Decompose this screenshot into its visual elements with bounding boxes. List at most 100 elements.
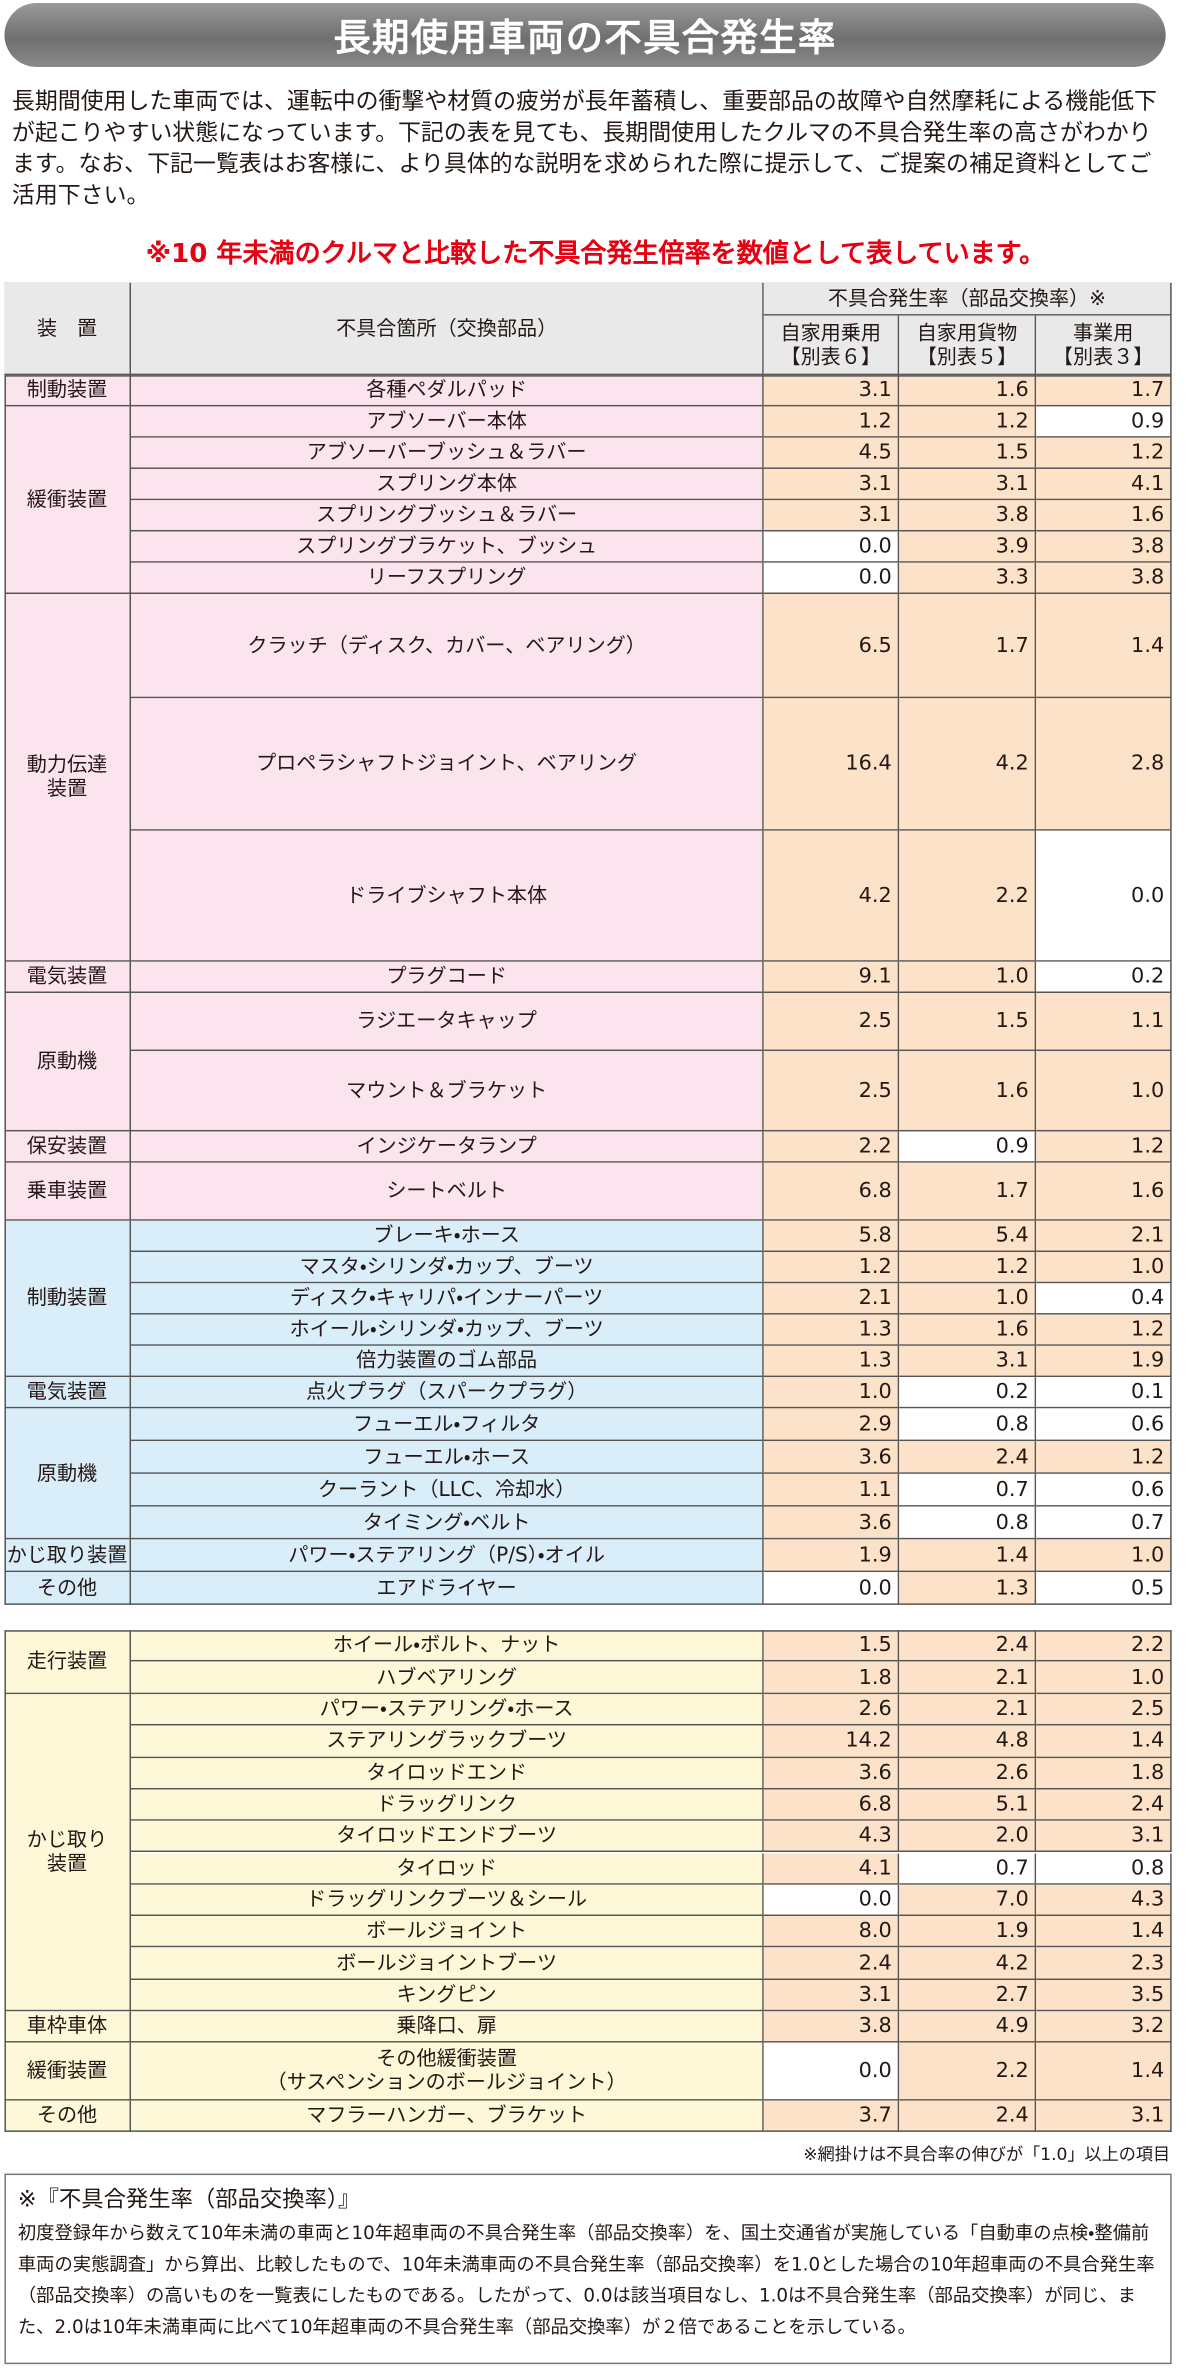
footnote-box: ※『不具合発生率（部品交換率）』 初度登録年から数えて10年未満の車両と10年超… [4,2173,1172,2365]
part-cell: キングピン [131,1979,764,2012]
header-column: 自家用貨物 【別表５】 [899,315,1037,376]
rate-cell: 0.0 [763,1572,900,1605]
rate-cell: 2.4 [899,1630,1037,1662]
rate-cell: 1.6 [1036,500,1172,532]
rate-cell: 1.0 [899,1283,1037,1315]
rate-cell: 1.2 [1036,1441,1172,1474]
part-cell: ドラッグリンクブーツ＆シール [131,1884,764,1917]
rate-cell: 14.2 [763,1725,900,1758]
part-cell: ラジエータキャップ [131,992,764,1052]
rate-cell: 4.2 [899,1947,1037,1980]
rate-cell: 4.1 [1036,468,1172,501]
part-cell: スプリング本体 [131,468,764,501]
rate-cell: 1.7 [899,594,1037,699]
header-column: 自家用乗用 【別表６】 [763,315,900,376]
rate-cell: 1.4 [1036,594,1172,699]
device-cell: かじ取り装置 [4,1694,132,2012]
rate-cell: 3.5 [1036,1979,1172,2012]
rate-cell: 3.7 [763,2100,900,2132]
rate-cell: 1.3 [763,1314,900,1346]
rate-cell: 1.4 [899,1539,1037,1573]
rate-cell: 3.1 [899,1345,1037,1378]
rate-cell: 1.2 [899,1252,1037,1284]
rate-cell: 2.4 [763,1947,900,1980]
rate-cell: 6.8 [763,1162,900,1221]
rate-cell: 0.7 [899,1473,1037,1507]
part-cell: タイロッドエンドブーツ [131,1821,764,1853]
rate-cell: 2.7 [899,1979,1037,2012]
rate-cell: 4.3 [1036,1884,1172,1917]
rate-cell: 3.6 [763,1757,900,1790]
rate-cell: 2.4 [899,1441,1037,1474]
rate-cell: 1.2 [1036,1131,1172,1163]
device-cell: 制動装置 [4,1220,132,1378]
rate-cell: 1.2 [763,406,900,438]
rate-cell: 1.2 [899,406,1037,438]
text-line: 装置 [46,1852,88,1876]
rate-cell: 16.4 [763,698,900,831]
rate-cell: 1.6 [899,375,1037,407]
part-cell: ボールジョイントブーツ [131,1947,764,1980]
rate-cell: 6.8 [763,1789,900,1822]
rate-cell: 8.0 [763,1916,900,1948]
rate-cell: 5.1 [899,1789,1037,1822]
text-line: 【別表６】 [780,344,881,369]
rate-cell: 0.9 [899,1131,1037,1163]
rate-cell: 7.0 [899,1884,1037,1917]
text-line: 【別表３】 [1052,344,1154,369]
rate-cell: 2.6 [899,1757,1037,1790]
header-column: 事業用 【別表３】 [1036,315,1172,376]
part-cell: タイロッド [131,1852,764,1885]
part-cell: アブソーバー本体 [131,406,764,438]
rate-cell: 3.8 [763,2011,900,2043]
device-cell: 走行装置 [4,1630,132,1695]
device-cell: かじ取り装置 [4,1539,132,1573]
part-cell: クラッチ（ディスク、カバー、ベアリング） [131,594,764,699]
rate-cell: 3.1 [899,468,1037,501]
rate-cell: 2.2 [899,830,1037,962]
part-cell: 乗降口、扉 [131,2011,764,2043]
rate-cell: 3.1 [1036,2100,1172,2132]
rate-cell: 3.8 [1036,531,1172,563]
rate-cell: 3.1 [763,500,900,532]
part-cell: ホイール・ボルト、ナット [131,1630,764,1662]
rate-cell: 1.9 [1036,1345,1172,1378]
rate-cell: 4.2 [763,830,900,962]
rate-cell: 2.5 [763,992,900,1052]
part-cell: スプリングブッシュ＆ラバー [131,500,764,532]
part-cell: プロペラシャフトジョイント、ベアリング [131,698,764,831]
rate-cell: 2.4 [1036,1789,1172,1822]
rate-cell: 0.0 [1036,830,1172,962]
rate-cell: 3.8 [1036,562,1172,595]
part-cell: ドライブシャフト本体 [131,830,764,962]
rate-cell: 0.8 [1036,1852,1172,1885]
rate-cell: 5.8 [763,1220,900,1253]
part-cell: ボールジョイント [131,1916,764,1948]
rate-cell: 2.1 [763,1283,900,1315]
part-cell: タイロッドエンド [131,1757,764,1790]
rate-cell: 2.9 [763,1408,900,1442]
rate-cell: 2.1 [899,1661,1037,1695]
rate-cell: 1.0 [1036,1661,1172,1695]
part-cell: ホイール・シリンダ・カップ、ブーツ [131,1314,764,1346]
footnote-title: ※『不具合発生率（部品交換率）』 [17,2185,361,2213]
part-cell: プラグコード [131,961,764,993]
rate-cell: 1.3 [763,1345,900,1378]
intro: 長期間使用した車両では、運転中の衝撃や材質の疲労が長年蓄積し、重要部品の故障や自… [11,87,1157,209]
device-cell: 乗車装置 [4,1162,132,1221]
part-cell: インジケータランプ [131,1131,764,1163]
rate-cell: 9.1 [763,961,900,993]
rate-cell: 1.4 [1036,1725,1172,1758]
header-device: 装 置 [4,282,132,376]
rate-cell: 1.8 [763,1661,900,1695]
rate-cell: 4.1 [763,1852,900,1885]
part-cell: ディスク・キャリパ・インナーパーツ [131,1283,764,1315]
part-cell: パワー・ステアリング・ホース [131,1694,764,1726]
device-cell: 原動機 [4,992,132,1132]
device-cell: 緩衝装置 [4,406,132,595]
rate-cell: 2.8 [1036,698,1172,831]
part-cell: タイミング・ベルト [131,1506,764,1540]
rate-cell: 1.5 [763,1630,900,1662]
rate-cell: 0.0 [763,562,900,595]
rate-cell: 1.7 [1036,375,1172,407]
